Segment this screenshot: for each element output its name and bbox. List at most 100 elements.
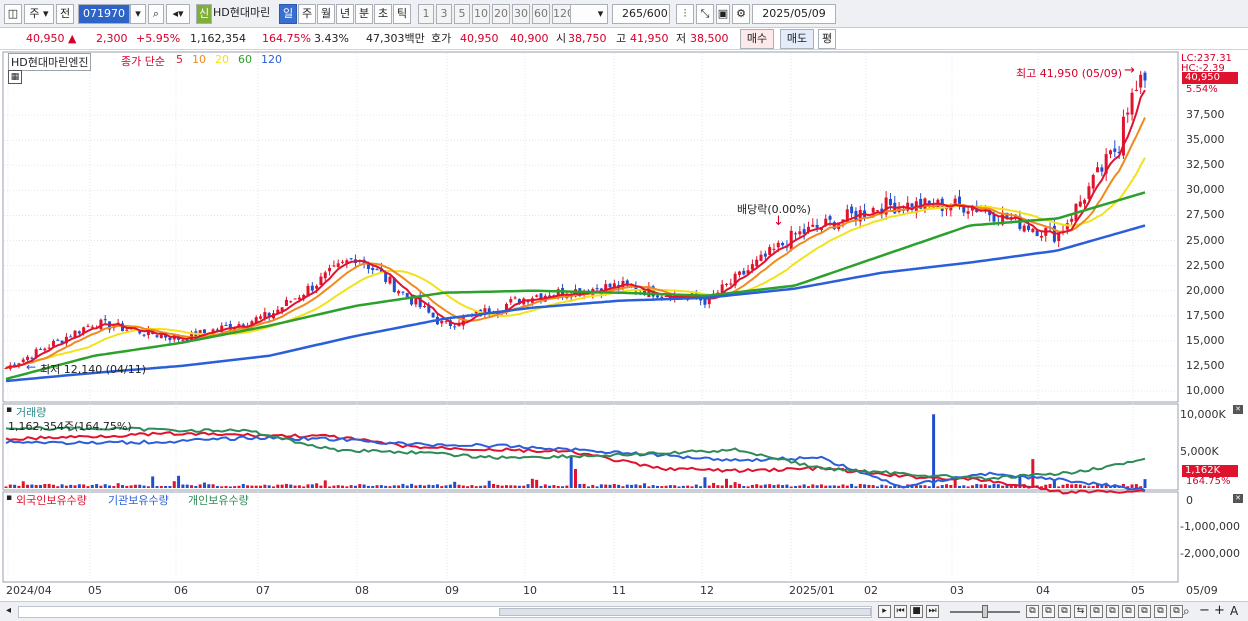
prev-button[interactable]: 전 <box>56 4 74 24</box>
candle-body <box>487 308 491 314</box>
window-icon-4[interactable]: ⧉ <box>1090 605 1103 618</box>
interval-button-3[interactable]: 3 <box>436 4 452 24</box>
interval-button-60[interactable]: 60 <box>532 4 550 24</box>
period-button-1[interactable]: 주 <box>298 4 316 24</box>
candle-body <box>388 276 392 284</box>
volume-bar <box>858 483 862 488</box>
interval-button-5[interactable]: 5 <box>454 4 470 24</box>
candle-body <box>759 254 763 261</box>
volume-bar <box>936 486 940 488</box>
candle-body <box>888 198 892 206</box>
price-chart[interactable] <box>0 50 1248 601</box>
candle-icon[interactable]: ⫶ <box>676 4 694 24</box>
scrollbar-track[interactable] <box>18 606 872 618</box>
holding-close-icon[interactable]: ✕ <box>1233 494 1243 503</box>
candle-body <box>328 267 332 272</box>
dividend-arrow-icon: ↓ <box>773 214 784 229</box>
window-icon-1[interactable]: ⧉ <box>1026 605 1039 618</box>
layout-icon[interactable]: ◫ <box>4 4 22 24</box>
volume-bar <box>604 484 608 488</box>
volume-bar <box>686 485 690 488</box>
volume-bar <box>673 485 677 488</box>
code-dropdown-icon[interactable]: ▾ <box>130 4 146 24</box>
period-button-2[interactable]: 월 <box>317 4 335 24</box>
volume-bar <box>1134 484 1138 488</box>
x-tick-9: 2025/01 <box>789 584 835 597</box>
draw-icon[interactable]: ⤡ <box>696 4 714 24</box>
volume-bar <box>56 486 60 488</box>
zoom-out-icon[interactable]: − <box>1199 603 1210 618</box>
volume-bar <box>8 484 12 488</box>
gear-icon[interactable]: ⚙ <box>732 4 750 24</box>
period-button-4[interactable]: 분 <box>355 4 373 24</box>
date-input[interactable]: 2025/05/09 <box>752 4 836 24</box>
eval-button[interactable]: 평 <box>818 29 836 49</box>
window-icon-7[interactable]: ⧉ <box>1138 605 1151 618</box>
volume-bar <box>151 476 155 488</box>
count-input[interactable]: 265/600 <box>612 4 670 24</box>
volume-close-icon[interactable]: ✕ <box>1233 405 1243 414</box>
window-icon-6[interactable]: ⧉ <box>1122 605 1135 618</box>
zoom-search-icon[interactable]: ⌕ <box>1183 604 1190 618</box>
sell-button[interactable]: 매도 <box>780 29 814 49</box>
volume-bar <box>315 483 319 488</box>
search-icon[interactable]: ⌕ <box>148 4 164 24</box>
candle-body <box>509 299 513 303</box>
low-label: 저 <box>676 32 687 45</box>
interval-dropdown-icon[interactable]: ▾ <box>594 4 608 24</box>
font-size-icon[interactable]: A <box>1230 604 1239 618</box>
volume-bar <box>837 485 841 488</box>
code-input[interactable]: 071970 <box>78 4 130 24</box>
interval-button-20[interactable]: 20 <box>492 4 510 24</box>
interval-button-10[interactable]: 10 <box>472 4 490 24</box>
volume-bar <box>202 482 206 488</box>
volume-bar <box>841 484 845 488</box>
window-icon-9[interactable]: ⧉ <box>1170 605 1183 618</box>
speaker-icon[interactable]: ◂▾ <box>166 4 190 24</box>
interval-button-1[interactable]: 1 <box>418 4 434 24</box>
candle-body <box>410 298 414 305</box>
zoom-slider-handle[interactable] <box>982 605 988 618</box>
volume-bar <box>379 485 383 488</box>
scrollbar-thumb[interactable] <box>499 608 871 616</box>
volume-bar <box>664 485 668 488</box>
forward-icon[interactable]: ⏭ <box>926 605 939 618</box>
rewind-icon[interactable]: ⏮ <box>894 605 907 618</box>
candle-body <box>513 297 517 299</box>
window-icon-3[interactable]: ⧉ <box>1058 605 1071 618</box>
window-icon-8[interactable]: ⧉ <box>1154 605 1167 618</box>
buy-button[interactable]: 매수 <box>740 29 774 49</box>
candle-body <box>241 324 245 327</box>
market-select[interactable]: 주 ▾ <box>24 4 54 24</box>
volume-bar <box>737 483 741 488</box>
volume-bar <box>293 485 297 488</box>
scroll-right-icon[interactable]: ▸ <box>878 605 891 618</box>
period-button-0[interactable]: 일 <box>279 4 297 24</box>
period-button-5[interactable]: 초 <box>374 4 392 24</box>
volume-bar <box>77 484 81 488</box>
window-icon-5[interactable]: ⧉ <box>1106 605 1119 618</box>
low-marker: 최저 12,140 (04/11) <box>40 363 147 376</box>
volume-value-text: 1,162,354주(164.75%) <box>8 420 132 433</box>
volume-bar <box>310 484 314 488</box>
scroll-left-icon[interactable]: ◂ <box>6 605 12 616</box>
compare-icon[interactable]: ⇆ <box>1074 605 1087 618</box>
volume-bar <box>17 485 21 488</box>
stop-icon[interactable]: ■ <box>910 605 923 618</box>
volume-bar <box>513 485 517 488</box>
volume-bar <box>470 485 474 488</box>
price-tick-5: 25,000 <box>1186 233 1225 247</box>
holding-legend-1: 기관보유수량 <box>108 494 169 507</box>
save-icon[interactable]: ▣ <box>716 4 730 24</box>
volume-bar <box>742 485 746 488</box>
window-icon-2[interactable]: ⧉ <box>1042 605 1055 618</box>
zoom-in-icon[interactable]: + <box>1214 603 1225 618</box>
volume-bar <box>207 484 211 488</box>
period-button-6[interactable]: 틱 <box>393 4 411 24</box>
holding-legend-0: 외국인보유수량 <box>16 494 87 507</box>
volume-bar <box>1048 483 1052 488</box>
period-button-3[interactable]: 년 <box>336 4 354 24</box>
volume-bar <box>241 483 245 488</box>
interval-button-30[interactable]: 30 <box>512 4 530 24</box>
calculator-icon[interactable]: ▦ <box>8 70 22 84</box>
